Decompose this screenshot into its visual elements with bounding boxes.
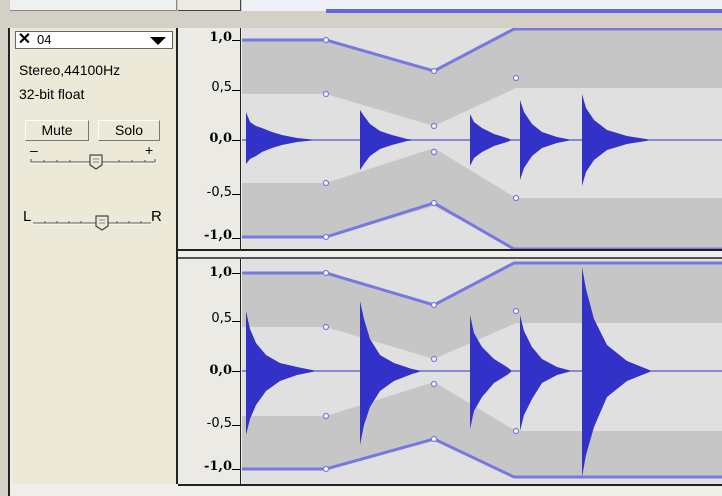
slider-thumb-icon[interactable] bbox=[89, 154, 103, 170]
selection-bar[interactable] bbox=[326, 9, 722, 13]
channel-divider-lower bbox=[178, 257, 722, 259]
pan-left-label: L bbox=[23, 208, 32, 225]
ruler-tick-label: -1,0 bbox=[203, 228, 232, 243]
solo-button[interactable]: Solo bbox=[98, 120, 160, 141]
mute-button[interactable]: Mute bbox=[25, 120, 89, 141]
close-icon[interactable]: ✕ bbox=[17, 31, 32, 48]
ruler-tick-label: -0,5 bbox=[206, 416, 232, 431]
gain-slider[interactable]: – + bbox=[25, 142, 165, 170]
ruler-tick-label: -1,0 bbox=[203, 459, 232, 474]
gain-plus-label: + bbox=[145, 142, 154, 158]
slider-thumb-icon[interactable] bbox=[95, 215, 109, 231]
timeline-strip bbox=[0, 0, 722, 18]
track-title-bar: ✕ 04 bbox=[15, 31, 173, 49]
amplitude-ruler-bottom: 1,0 0,5 0,0 -0,5 -1,0 bbox=[178, 259, 241, 484]
waveform-channel-left[interactable] bbox=[242, 28, 722, 249]
track-control-panel: ✕ 04 Stereo,44100Hz 32-bit float Mute So… bbox=[12, 28, 178, 484]
ruler-tick-label: 0,0 bbox=[209, 131, 232, 146]
pan-slider[interactable]: L R bbox=[23, 206, 165, 231]
waveform-bursts bbox=[246, 267, 652, 477]
ruler-tick-label: 1,0 bbox=[209, 265, 232, 280]
timeline-left-area bbox=[10, 0, 177, 11]
track-bit-depth: 32-bit float bbox=[19, 86, 85, 102]
track-name-menu[interactable]: 04 bbox=[37, 32, 52, 47]
timeline-ruler-area bbox=[178, 0, 241, 11]
pan-right-label: R bbox=[151, 208, 162, 225]
waveform-bursts bbox=[246, 94, 652, 186]
triangle-down-icon[interactable] bbox=[150, 37, 166, 45]
track-bottom-border bbox=[178, 484, 722, 486]
timeline-time-area[interactable] bbox=[242, 0, 722, 11]
gain-minus-label: – bbox=[30, 142, 38, 158]
waveform-channel-right[interactable] bbox=[242, 259, 722, 484]
amplitude-ruler-top: 1,0 0,5 0,0 -0,5 -1,0 bbox=[178, 28, 241, 249]
track-format: Stereo,44100Hz bbox=[19, 62, 121, 78]
pan-slider-track bbox=[33, 221, 151, 225]
track-left-border bbox=[8, 28, 10, 496]
ruler-tick-label: 0,0 bbox=[209, 363, 232, 378]
ruler-tick-label: -0,5 bbox=[206, 185, 232, 200]
ruler-tick-label: 1,0 bbox=[209, 30, 232, 45]
ruler-tick-label: 0,5 bbox=[211, 311, 232, 326]
channel-divider bbox=[178, 249, 722, 251]
ruler-tick-label: 0,5 bbox=[211, 80, 232, 95]
